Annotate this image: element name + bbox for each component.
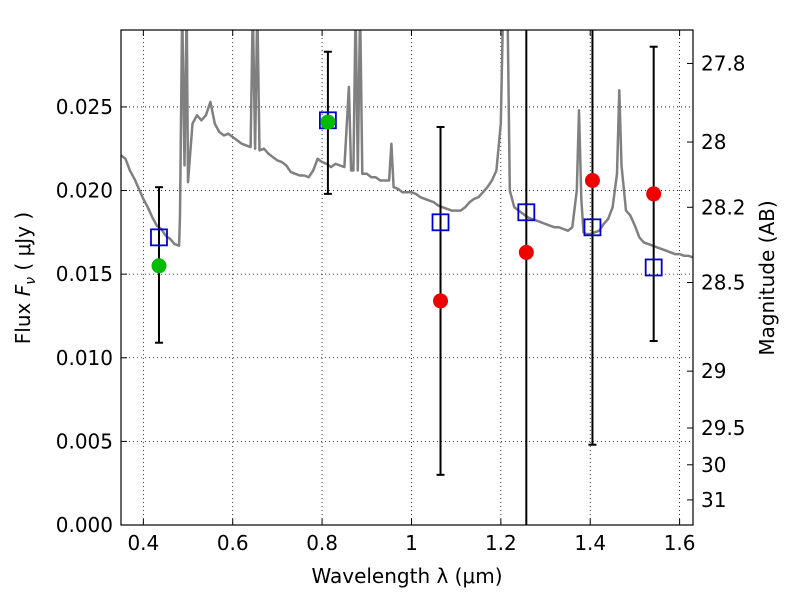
right-ticks: 27.8 28 28.2 28.5 29 29.5 30 31 (687, 51, 746, 512)
model-photometry-square (431, 213, 450, 232)
observed-nondetection-point (584, 173, 600, 189)
y-tick-label: 0.025 (56, 95, 113, 119)
x-tick-label: 1.2 (485, 531, 517, 555)
observed-nondetection-point (518, 244, 534, 260)
y-axis-label-unit: ( μJy ) (11, 212, 35, 277)
observed-detection-point (320, 114, 336, 130)
x-tick-label: 0.6 (217, 531, 249, 555)
right-tick-label: 28.2 (701, 195, 746, 219)
y-axis-label-subscript: ν (23, 277, 39, 285)
y-axis-label: Flux Fν ( μJy ) (11, 212, 39, 344)
observed-nondetection-point (433, 293, 449, 309)
x-tick-label: 1.4 (574, 531, 606, 555)
plot-frame (120, 29, 694, 526)
y-tick-label: 0.010 (56, 346, 113, 370)
model-photometry-square (644, 258, 663, 277)
x-tick-label: 1 (405, 531, 418, 555)
model-photometry-square (517, 203, 536, 222)
plot-background (121, 30, 693, 525)
right-tick-label: 29 (701, 359, 726, 383)
y-axis-label-prefix: Flux (11, 296, 35, 344)
x-ticks: 0.4 0.6 0.8 1 1.2 1.4 1.6 (127, 30, 696, 555)
markers-group (150, 111, 663, 309)
observed-detection-point (151, 258, 167, 274)
right-tick-label: 29.5 (701, 416, 746, 440)
observed-nondetection-point (646, 186, 662, 202)
x-tick-label: 1.6 (664, 531, 696, 555)
right-tick-label: 28 (701, 130, 726, 154)
y-tick-label: 0.000 (56, 513, 113, 537)
y-tick-label: 0.020 (56, 179, 113, 203)
x-tick-label: 0.8 (306, 531, 338, 555)
model-photometry-square (150, 228, 168, 247)
model-photometry-square (583, 218, 602, 237)
y-ticks: 0.000 0.005 0.010 0.015 0.020 0.025 (56, 95, 127, 537)
right-tick-label: 27.8 (701, 51, 746, 75)
y-axis-label-symbol: F (11, 284, 35, 296)
x-axis-label: Wavelength λ (μm) (311, 564, 502, 588)
right-tick-label: 30 (701, 453, 726, 477)
y-tick-label: 0.005 (56, 429, 113, 453)
right-axis-label: Magnitude (AB) (755, 200, 779, 355)
right-tick-label: 31 (701, 488, 726, 512)
x-tick-label: 0.4 (127, 531, 159, 555)
y-tick-label: 0.015 (56, 262, 113, 286)
right-tick-label: 28.5 (701, 271, 746, 295)
